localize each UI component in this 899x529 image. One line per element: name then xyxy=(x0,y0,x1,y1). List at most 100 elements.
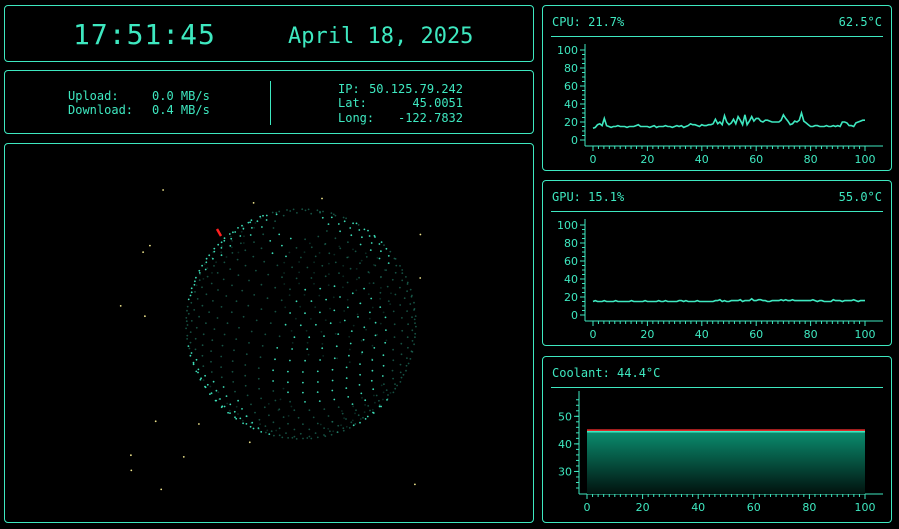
globe-dot xyxy=(186,310,188,312)
globe-dot xyxy=(203,379,205,381)
globe-dot xyxy=(238,274,240,276)
globe-dot xyxy=(355,289,357,291)
globe-dot xyxy=(383,365,385,367)
globe-dot xyxy=(286,209,288,211)
globe-dot xyxy=(289,288,291,290)
globe-dot xyxy=(361,260,363,262)
globe-dot xyxy=(239,418,241,420)
globe-dot xyxy=(221,306,223,308)
globe-dot xyxy=(271,430,273,432)
star xyxy=(160,489,162,491)
globe-dot xyxy=(232,360,234,362)
globe-dot xyxy=(211,283,213,285)
globe-dot xyxy=(205,269,207,271)
globe-dot xyxy=(267,297,269,299)
globe-dot xyxy=(210,350,212,352)
globe-dot xyxy=(355,251,357,253)
globe-dot xyxy=(266,430,268,432)
globe-dot xyxy=(198,369,200,371)
globe-dot xyxy=(340,424,342,426)
globe-dot xyxy=(257,220,259,222)
globe-dot xyxy=(261,284,263,286)
globe-dot xyxy=(304,238,306,240)
globe-dot xyxy=(300,257,302,259)
globe-dot xyxy=(281,276,283,278)
globe-dot xyxy=(234,391,236,393)
globe-dot xyxy=(322,355,324,357)
globe-dot xyxy=(382,399,384,401)
globe-dot xyxy=(401,317,403,319)
globe-dot xyxy=(401,272,403,274)
globe-dot xyxy=(298,283,300,285)
x-tick-label: 40 xyxy=(695,153,709,166)
globe-dot xyxy=(413,343,415,345)
x-tick-label: 0 xyxy=(584,501,591,514)
globe-dot xyxy=(241,408,243,410)
globe-dot xyxy=(392,279,394,281)
globe-dot xyxy=(202,344,204,346)
clock-time: 17:51:45 xyxy=(73,18,216,51)
globe-dot xyxy=(379,258,381,260)
globe-dot xyxy=(278,234,280,236)
globe-dot xyxy=(359,262,361,264)
globe-dot xyxy=(410,289,412,291)
globe-dot xyxy=(223,240,225,242)
globe-dot xyxy=(222,345,224,347)
star xyxy=(149,245,151,247)
globe-dot xyxy=(380,250,382,252)
globe-dot xyxy=(328,252,330,254)
globe-dot xyxy=(197,298,199,300)
globe-dot xyxy=(254,412,256,414)
globe-dot xyxy=(370,249,372,251)
globe-dot xyxy=(315,432,317,434)
globe-dot xyxy=(352,222,354,224)
coolant-area xyxy=(587,432,865,494)
x-tick-label: 80 xyxy=(804,153,818,166)
globe-dot xyxy=(285,256,287,258)
globe-dot xyxy=(277,265,279,267)
globe-dot xyxy=(413,309,415,311)
globe-dot xyxy=(302,382,304,384)
globe-dot xyxy=(379,404,381,406)
globe-dot xyxy=(204,386,206,388)
globe-dot xyxy=(386,248,388,250)
globe-panel xyxy=(4,143,534,523)
globe-dot xyxy=(380,292,382,294)
x-tick-label: 100 xyxy=(855,153,876,166)
globe-dot xyxy=(283,283,285,285)
globe-dot xyxy=(309,409,311,411)
globe-dot xyxy=(318,295,320,297)
globe-dot xyxy=(358,277,360,279)
globe-dot xyxy=(193,363,195,365)
globe-dot xyxy=(395,272,397,274)
globe-dot xyxy=(308,336,310,338)
globe-dot xyxy=(232,252,234,254)
globe-dot xyxy=(317,209,319,211)
globe-dot xyxy=(231,311,233,313)
globe-dot xyxy=(232,231,234,233)
globe-dot xyxy=(213,381,215,383)
globe-dot xyxy=(203,278,205,280)
globe-dot xyxy=(352,292,354,294)
globe-dot xyxy=(273,421,275,423)
globe-dot xyxy=(291,330,293,332)
globe-dot xyxy=(230,236,232,238)
globe-dot xyxy=(321,265,323,267)
clock-date: April 18, 2025 xyxy=(288,24,473,49)
globe-dot xyxy=(289,360,291,362)
globe-dot xyxy=(190,355,192,357)
globe-dot xyxy=(394,383,396,385)
globe-dot xyxy=(188,299,190,301)
globe-dot xyxy=(266,219,268,221)
globe-dot xyxy=(343,310,345,312)
globe-dot xyxy=(311,246,313,248)
globe-dot xyxy=(345,217,347,219)
globe-dot xyxy=(289,294,291,296)
globe-dot xyxy=(330,322,332,324)
globe-dot xyxy=(333,310,335,312)
globe-dot xyxy=(332,380,334,382)
globe-dot xyxy=(339,296,341,298)
globe-dot xyxy=(235,338,237,340)
x-tick-label: 100 xyxy=(855,501,876,514)
globe-dot xyxy=(253,428,255,430)
